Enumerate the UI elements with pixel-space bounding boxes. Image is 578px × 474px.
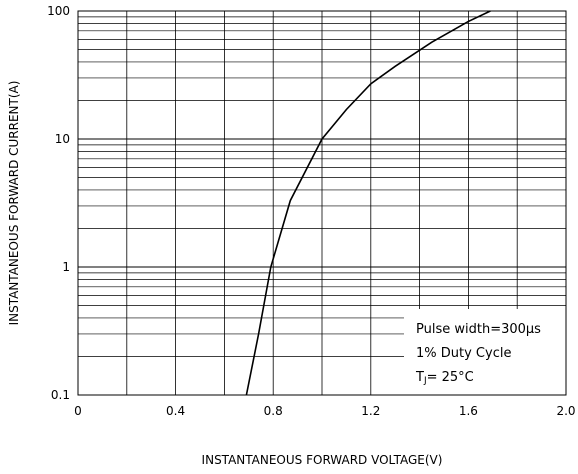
x-tick-label: 2.0 [556,404,575,418]
x-tick-label: 0.4 [166,404,185,418]
y-tick-label: 100 [47,4,70,18]
y-tick-label: 10 [55,132,70,146]
tj-suffix: = 25°C [427,370,474,385]
annotation-box [404,309,566,395]
y-axis-title: INSTANTANEOUS FORWARD CURRENT(A) [7,81,21,326]
data-series-line [245,10,491,396]
tj-prefix: T [415,370,424,385]
y-tick-label: 0.1 [51,388,70,402]
x-tick-label: 1.2 [361,404,380,418]
y-tick-label: 1 [62,260,70,274]
tj-subscript: J [423,376,427,386]
x-axis-title: INSTANTANEOUS FORWARD VOLTAGE(V) [202,453,443,467]
x-tick-label: 1.6 [459,404,478,418]
grid-lines [78,11,566,395]
annotation-duty-cycle: 1% Duty Cycle [416,346,511,361]
annotation-junction-temp: TJ= 25°C [415,370,474,386]
annotation-pulse-width: Pulse width=300μs [416,322,541,337]
tick-labels: 0 0.4 0.8 1.2 1.6 2.0 0.1 1 10 100 [47,4,575,418]
x-tick-label: 0 [74,404,82,418]
plot-frame [77,10,567,396]
x-tick-label: 0.8 [264,404,283,418]
